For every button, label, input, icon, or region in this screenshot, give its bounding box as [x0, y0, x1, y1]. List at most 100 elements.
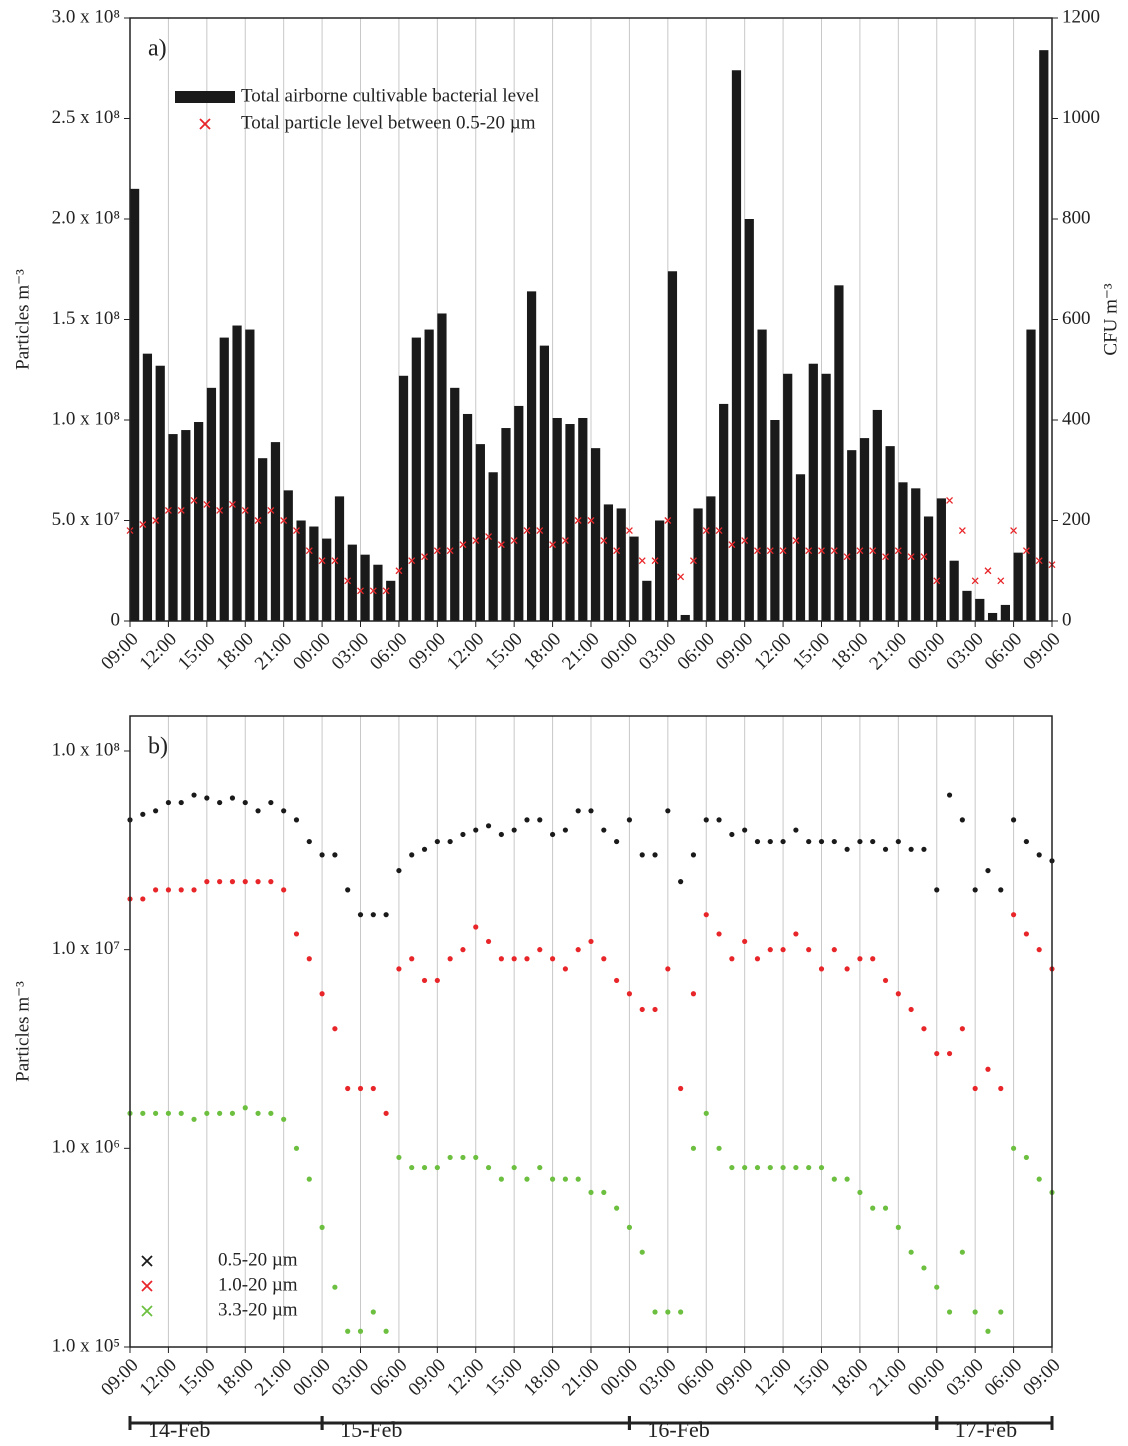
point — [946, 792, 953, 798]
x-tick-label: 03:00 — [635, 629, 680, 674]
x-tick-label: 09:00 — [1019, 1355, 1064, 1400]
point — [934, 887, 940, 893]
point — [267, 506, 275, 514]
point — [985, 1066, 991, 1072]
bar — [1026, 329, 1036, 621]
point — [690, 991, 697, 997]
point — [281, 808, 287, 814]
point — [1023, 931, 1029, 937]
x-tick-label: 06:00 — [981, 629, 1026, 674]
legend-label: Total particle level between 0.5-20 µm — [241, 112, 536, 133]
x-tick-label: 18:00 — [212, 1355, 257, 1400]
x-tick-label: 00:00 — [904, 1355, 949, 1400]
point — [191, 1116, 197, 1122]
point — [818, 1164, 825, 1171]
point — [678, 879, 684, 885]
point — [370, 1309, 376, 1315]
point — [409, 956, 415, 962]
point — [537, 947, 543, 953]
point — [729, 831, 735, 838]
point — [536, 527, 544, 535]
point — [793, 827, 799, 833]
legend-label: 3.3-20 µm — [218, 1299, 298, 1320]
point — [1010, 1145, 1017, 1151]
point — [588, 808, 594, 814]
point — [703, 912, 709, 918]
point — [651, 557, 659, 565]
point — [639, 852, 645, 858]
bar — [885, 446, 895, 621]
point — [729, 1164, 735, 1171]
point — [1036, 1176, 1042, 1182]
bar — [475, 444, 485, 621]
x-tick-label: 21:00 — [558, 1355, 603, 1400]
x-tick-label: 00:00 — [597, 629, 642, 674]
point — [485, 823, 492, 829]
point — [357, 1085, 364, 1092]
bar — [975, 598, 985, 621]
x-tick-label: 21:00 — [558, 629, 603, 674]
point — [742, 938, 748, 945]
point — [742, 827, 748, 833]
point — [549, 541, 557, 549]
point — [921, 1026, 927, 1032]
point — [357, 1328, 364, 1334]
point — [254, 517, 262, 524]
point — [921, 1265, 927, 1271]
point — [639, 1249, 645, 1255]
x-tick-label: 12:00 — [136, 629, 181, 674]
y2-axis-title: CFU m⁻³ — [1100, 283, 1121, 356]
point — [537, 1164, 543, 1171]
x-tick-label: 03:00 — [635, 1355, 680, 1400]
point — [268, 879, 274, 885]
bar — [501, 428, 511, 621]
point — [574, 517, 582, 524]
point — [255, 879, 261, 885]
point — [345, 1085, 351, 1092]
x-tick-label: 09:00 — [712, 1355, 757, 1400]
point — [485, 1164, 492, 1171]
point — [280, 517, 288, 524]
plot-frame — [129, 17, 1053, 622]
point — [255, 1110, 261, 1116]
bar — [655, 520, 665, 621]
point — [345, 887, 351, 893]
x-tick-label: 15:00 — [174, 1355, 219, 1400]
point — [702, 527, 710, 535]
bar — [155, 365, 165, 621]
point — [447, 1154, 453, 1161]
x-tick-label: 06:00 — [673, 1355, 718, 1400]
legend-marker — [141, 1280, 153, 1292]
point — [793, 1164, 799, 1171]
x-tick-label: 09:00 — [1019, 629, 1064, 674]
point — [523, 527, 531, 535]
point — [652, 1309, 658, 1315]
point — [754, 547, 761, 555]
point — [985, 867, 991, 874]
point — [433, 547, 441, 555]
point — [971, 577, 979, 585]
y-tick-label: 2.0 x 10⁸ — [52, 207, 120, 228]
point — [857, 956, 863, 962]
bar — [821, 373, 831, 621]
bar — [1013, 552, 1023, 621]
point — [780, 1164, 786, 1171]
point — [1022, 547, 1030, 555]
bar — [603, 504, 614, 621]
bar — [731, 70, 742, 621]
point — [561, 537, 569, 545]
point — [895, 838, 901, 845]
point — [332, 852, 338, 858]
point — [319, 991, 325, 997]
point — [895, 1224, 901, 1230]
point — [946, 496, 954, 504]
point — [293, 527, 300, 535]
bar — [206, 387, 217, 621]
point — [742, 1164, 748, 1171]
point — [998, 887, 1004, 893]
point — [203, 500, 211, 508]
bar — [578, 417, 588, 621]
point — [626, 991, 633, 997]
point — [613, 547, 621, 555]
